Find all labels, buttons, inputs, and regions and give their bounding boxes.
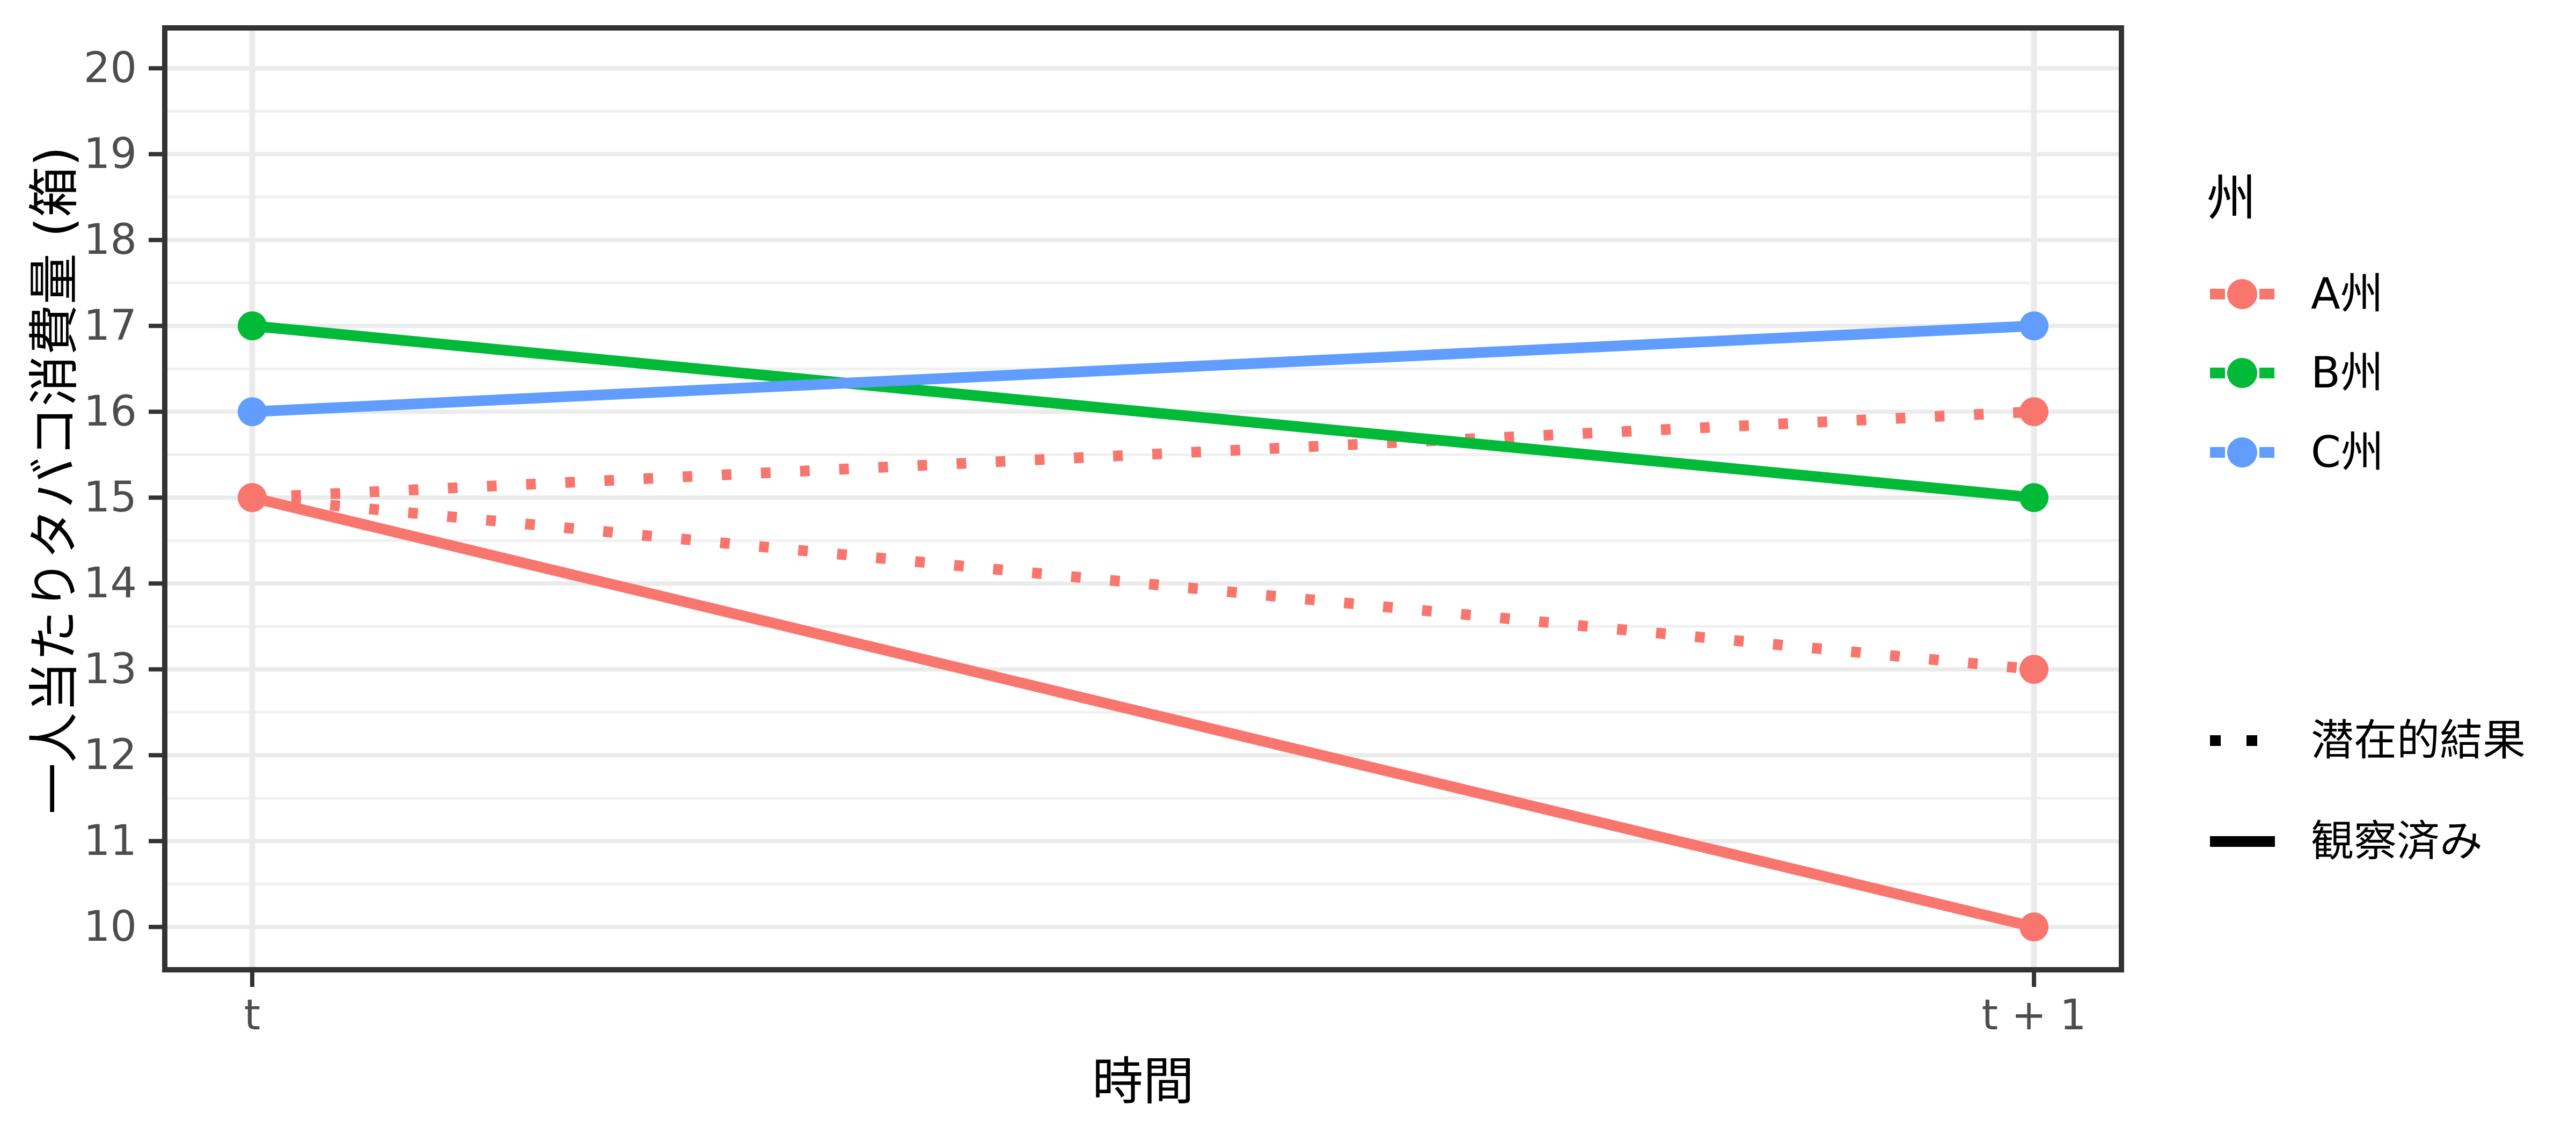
data-point [237,483,267,513]
legend-key-solid-line-icon [2210,836,2275,847]
panel-border [162,25,2124,972]
legend-entry-label: A州 [2311,269,2383,319]
legend-key-point-line-icon [2210,358,2275,388]
x-axis-title: 時間 [1092,1052,1195,1111]
y-tick-label: 13 [83,645,137,694]
legend-entry: A州 [2210,262,2383,326]
legend-entry-label: C州 [2311,427,2384,477]
data-point [237,311,267,341]
data-point [2019,311,2049,341]
legend-title: 州 [2207,170,2257,227]
data-point [2019,912,2049,942]
y-tick-label: 11 [83,817,137,866]
legend-entry: B州 [2210,341,2383,405]
y-tick-label: 15 [83,473,137,522]
data-point [2019,483,2049,513]
legend-entry: 観察済み [2210,809,2483,874]
y-axis-title: 一人当たりタバコ消費量 (箱) [25,146,84,815]
y-tick-label: 14 [83,559,137,608]
y-tick-label: 18 [83,216,137,265]
series-line-B州-solid [252,320,2035,503]
series-line-A州-dotted [252,492,2035,675]
y-tick-label: 10 [83,903,137,952]
data-point [2019,655,2049,684]
legend-key-dotted-line-icon [2210,735,2275,746]
x-tick-label: t [244,991,261,1040]
y-tick-label: 19 [83,130,137,179]
series-line-C州-solid [252,320,2035,418]
legend-key-point-line-icon [2210,279,2275,309]
data-point [2019,397,2049,427]
legend-entry-label: 観察済み [2311,816,2483,866]
y-tick-label: 12 [83,731,137,780]
legend-entry-label: 潜在的結果 [2311,715,2526,765]
data-point [237,397,267,427]
legend-entry: C州 [2210,420,2384,485]
series-line-A州-solid [251,492,2036,932]
legend-entry-label: B州 [2311,348,2383,398]
y-tick-label: 17 [83,302,137,350]
y-tick-label: 16 [83,387,137,436]
legend-entry: 潜在的結果 [2210,708,2526,773]
legend-key-point-line-icon [2210,437,2275,467]
x-tick-label: t + 1 [1981,991,2087,1040]
y-tick-label: 20 [83,44,137,93]
